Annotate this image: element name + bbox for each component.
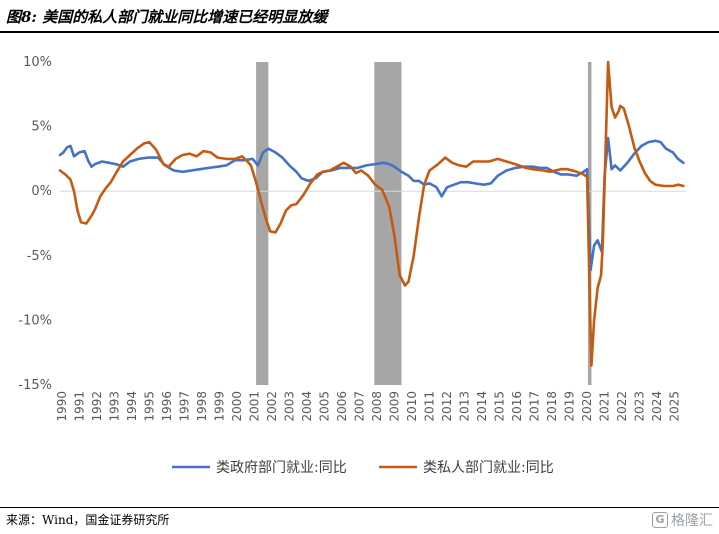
- recession-bands: [256, 62, 592, 385]
- recession-band-0: [256, 62, 269, 385]
- x-tick-label: 2025: [668, 391, 682, 422]
- x-tick-label: 2006: [335, 391, 349, 422]
- x-tick-label: 2021: [598, 391, 612, 422]
- gelonghui-logo-icon: G: [652, 512, 668, 528]
- x-tick-label: 2002: [265, 391, 279, 422]
- series-line-1: [58, 60, 685, 367]
- x-tick-label: 2007: [352, 391, 366, 422]
- watermark-text: 格隆汇: [671, 513, 713, 529]
- x-tick-label: 2000: [230, 391, 244, 422]
- x-tick-label: 1999: [212, 391, 226, 422]
- source-note: 来源：Wind，国金证券研究所: [6, 513, 170, 527]
- x-tick-label: 2012: [440, 391, 454, 422]
- x-tick-label: 2020: [580, 391, 594, 422]
- legend: 类政府部门就业:同比 类私人部门就业:同比: [172, 460, 554, 476]
- x-tick-label: 2019: [563, 391, 577, 422]
- y-tick-label: 10%: [23, 55, 52, 70]
- x-axis-ticks: 1990 1991 1992 1993 1994 1995 1996 1997 1998 1999…: [55, 391, 682, 422]
- x-tick-label: 2016: [510, 391, 524, 422]
- x-tick-label: 2018: [545, 391, 559, 422]
- y-tick-label: 5%: [31, 120, 52, 135]
- y-axis-ticks: 10% 5% 0% -5% -10% -15%: [18, 55, 52, 393]
- x-tick-label: 2015: [493, 391, 507, 422]
- x-tick-label: 2014: [475, 391, 489, 422]
- x-tick-label: 2017: [528, 391, 542, 422]
- x-tick-label: 2004: [300, 391, 314, 422]
- x-tick-label: 2023: [633, 391, 647, 422]
- x-tick-label: 2001: [247, 391, 261, 422]
- x-tick-label: 1998: [195, 391, 209, 422]
- y-tick-label: 0%: [31, 184, 52, 199]
- figure-title: 图8: 美国的私人部门就业同比增速已经明显放缓: [6, 8, 328, 26]
- title-rule: [0, 31, 719, 33]
- x-tick-label: 1994: [125, 391, 139, 422]
- x-tick-label: 1990: [55, 391, 69, 422]
- x-tick-label: 2010: [405, 391, 419, 422]
- x-tick-label: 2005: [317, 391, 331, 422]
- watermark: G 格隆汇: [652, 509, 713, 531]
- source-rule: [0, 507, 719, 508]
- y-tick-label: -15%: [18, 378, 52, 393]
- x-tick-label: 2008: [370, 391, 384, 422]
- y-tick-label: -5%: [27, 249, 52, 264]
- x-tick-label: 2024: [650, 391, 664, 422]
- x-tick-label: 2011: [422, 391, 436, 422]
- x-tick-label: 2009: [387, 391, 401, 422]
- series-line-0: [58, 136, 685, 272]
- y-tick-label: -10%: [18, 313, 52, 328]
- x-tick-label: 1991: [72, 391, 86, 422]
- x-tick-label: 1995: [142, 391, 156, 422]
- x-tick-label: 1993: [107, 391, 121, 422]
- legend-label-0: 类政府部门就业:同比: [216, 460, 347, 476]
- legend-label-1: 类私人部门就业:同比: [423, 460, 554, 476]
- x-tick-label: 2003: [282, 391, 296, 422]
- x-tick-label: 1996: [160, 391, 174, 422]
- x-tick-label: 1997: [177, 391, 191, 422]
- x-tick-label: 2013: [457, 391, 471, 422]
- recession-band-1: [374, 62, 402, 385]
- x-tick-label: 1992: [90, 391, 104, 422]
- series-lines: [58, 60, 685, 367]
- x-tick-label: 2022: [615, 391, 629, 422]
- line-chart: 10%5%0%-5%-10%-15% 1990 1991 1992 1993 1994 1…: [18, 55, 686, 476]
